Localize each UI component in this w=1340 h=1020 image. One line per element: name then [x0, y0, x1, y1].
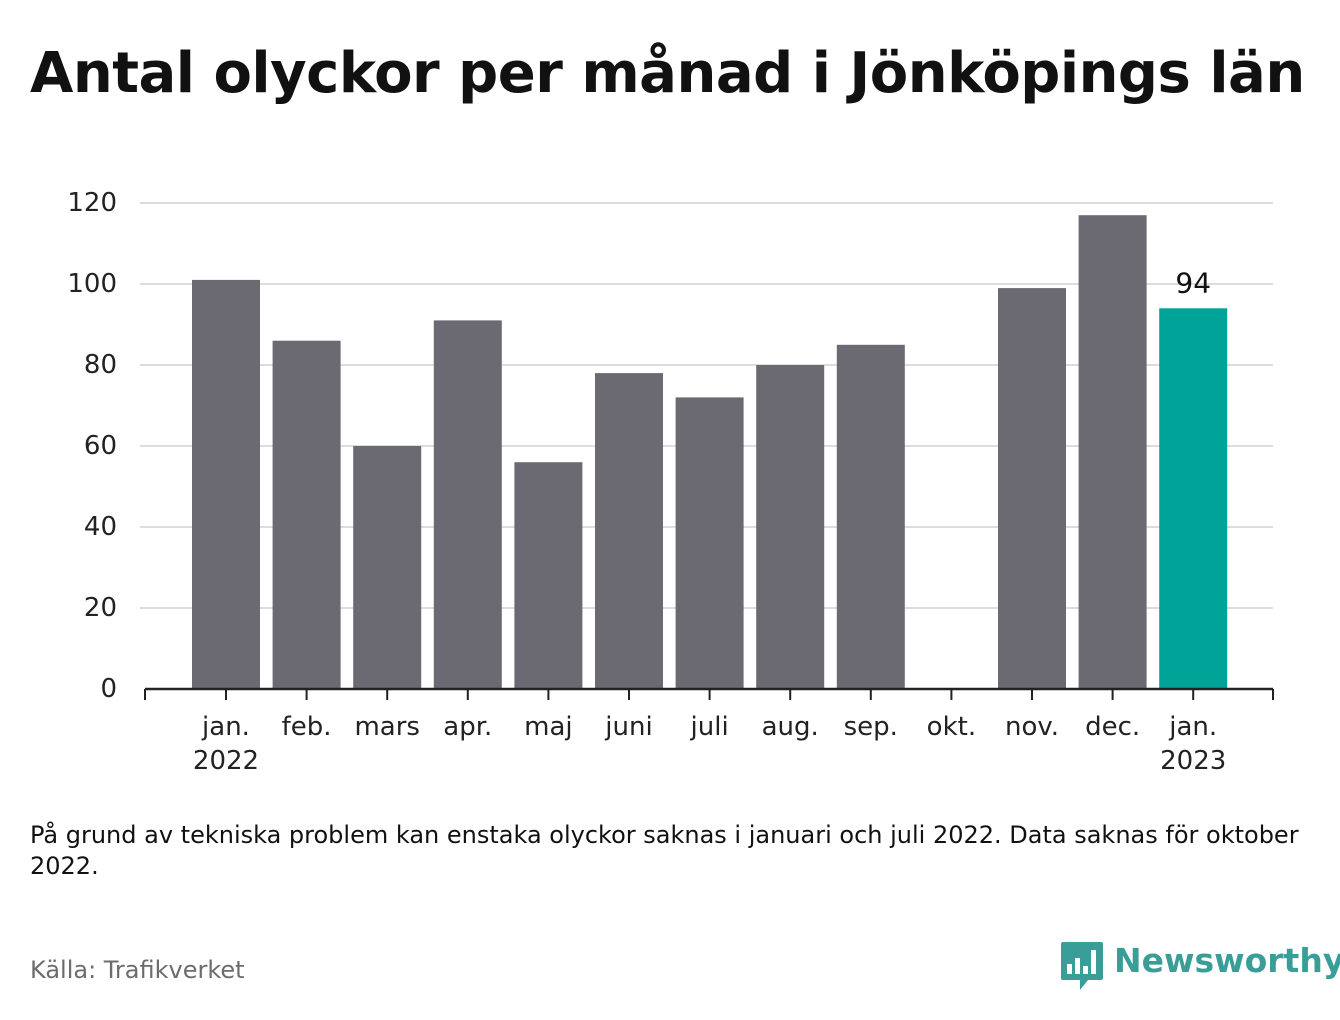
x-tick-label: nov. [1005, 712, 1059, 742]
x-tick-label-line: feb. [282, 712, 332, 742]
x-tick-label: maj [524, 712, 572, 742]
bar [272, 340, 341, 689]
x-tick-label-line: juni [604, 712, 652, 742]
x-tick-label: aug. [762, 712, 819, 742]
x-tick-label-line: juli [690, 712, 729, 742]
y-tick-label: 80 [84, 350, 117, 380]
x-tick-label-line: dec. [1085, 712, 1140, 742]
data-labels: 94 [1175, 266, 1211, 299]
x-tick-label-line: maj [524, 712, 572, 742]
x-tick-label-line: apr. [443, 712, 492, 742]
x-tick-label: jan. 2022 [193, 712, 259, 776]
bar [595, 373, 663, 689]
bars [192, 215, 1228, 690]
x-tick-label: dec. [1085, 712, 1140, 742]
bar [675, 397, 744, 689]
bar [836, 344, 905, 690]
x-tick-label: feb. [282, 712, 332, 742]
y-tick-label: 20 [84, 593, 117, 623]
y-tick-label: 100 [67, 269, 117, 299]
bar [353, 446, 422, 689]
bar [192, 279, 260, 689]
x-tick-label-line: sep. [844, 712, 898, 742]
bar [756, 365, 825, 689]
x-tick-label-line: aug. [762, 712, 819, 742]
bar [433, 320, 502, 689]
source-credit: Källa: Trafikverket [30, 956, 245, 984]
y-tick-label: 40 [84, 512, 117, 542]
x-tick-label: mars [354, 712, 420, 742]
bar [998, 288, 1066, 689]
y-tick-label: 0 [100, 674, 117, 704]
x-tick-label-line: nov. [1005, 712, 1059, 742]
bar-chart-speech-bubble-icon [1061, 942, 1103, 990]
x-axis [144, 687, 1274, 700]
x-tick-label-line: okt. [927, 712, 976, 742]
x-tick-label-line: mars [354, 712, 420, 742]
x-tick-label-line: 2023 [1160, 746, 1226, 776]
bar [514, 462, 583, 689]
x-tick-label: okt. [927, 712, 976, 742]
y-tick-label: 120 [67, 188, 117, 218]
x-tick-label: sep. [844, 712, 898, 742]
x-axis-tick-labels: jan. 2022 feb. mars apr. maj juni juli aug. sep. o… [193, 712, 1226, 776]
x-tick-label-line: jan. [201, 712, 250, 742]
bar-highlight [1159, 308, 1228, 689]
chart-footnote: På grund av tekniska problem kan enstaka… [30, 821, 1299, 880]
newsworthy-logo: Newsworthy [1060, 940, 1340, 992]
x-tick-label: jan. 2023 [1160, 712, 1226, 776]
x-tick-label: apr. [443, 712, 492, 742]
x-tick-label-line: 2022 [193, 746, 259, 776]
y-tick-label: 60 [84, 431, 117, 461]
x-tick-label-line: jan. [1168, 712, 1217, 742]
y-axis-tick-labels: 0 20 40 60 80 100 120 [67, 188, 117, 704]
bar [1078, 215, 1147, 689]
x-tick-label: juni [604, 712, 652, 742]
chart-title: Antal olyckor per månad i Jönköpings län [30, 41, 1305, 106]
brand-name: Newsworthy [1114, 941, 1340, 980]
x-tick-label: juli [690, 712, 729, 742]
data-label: 94 [1175, 266, 1211, 299]
